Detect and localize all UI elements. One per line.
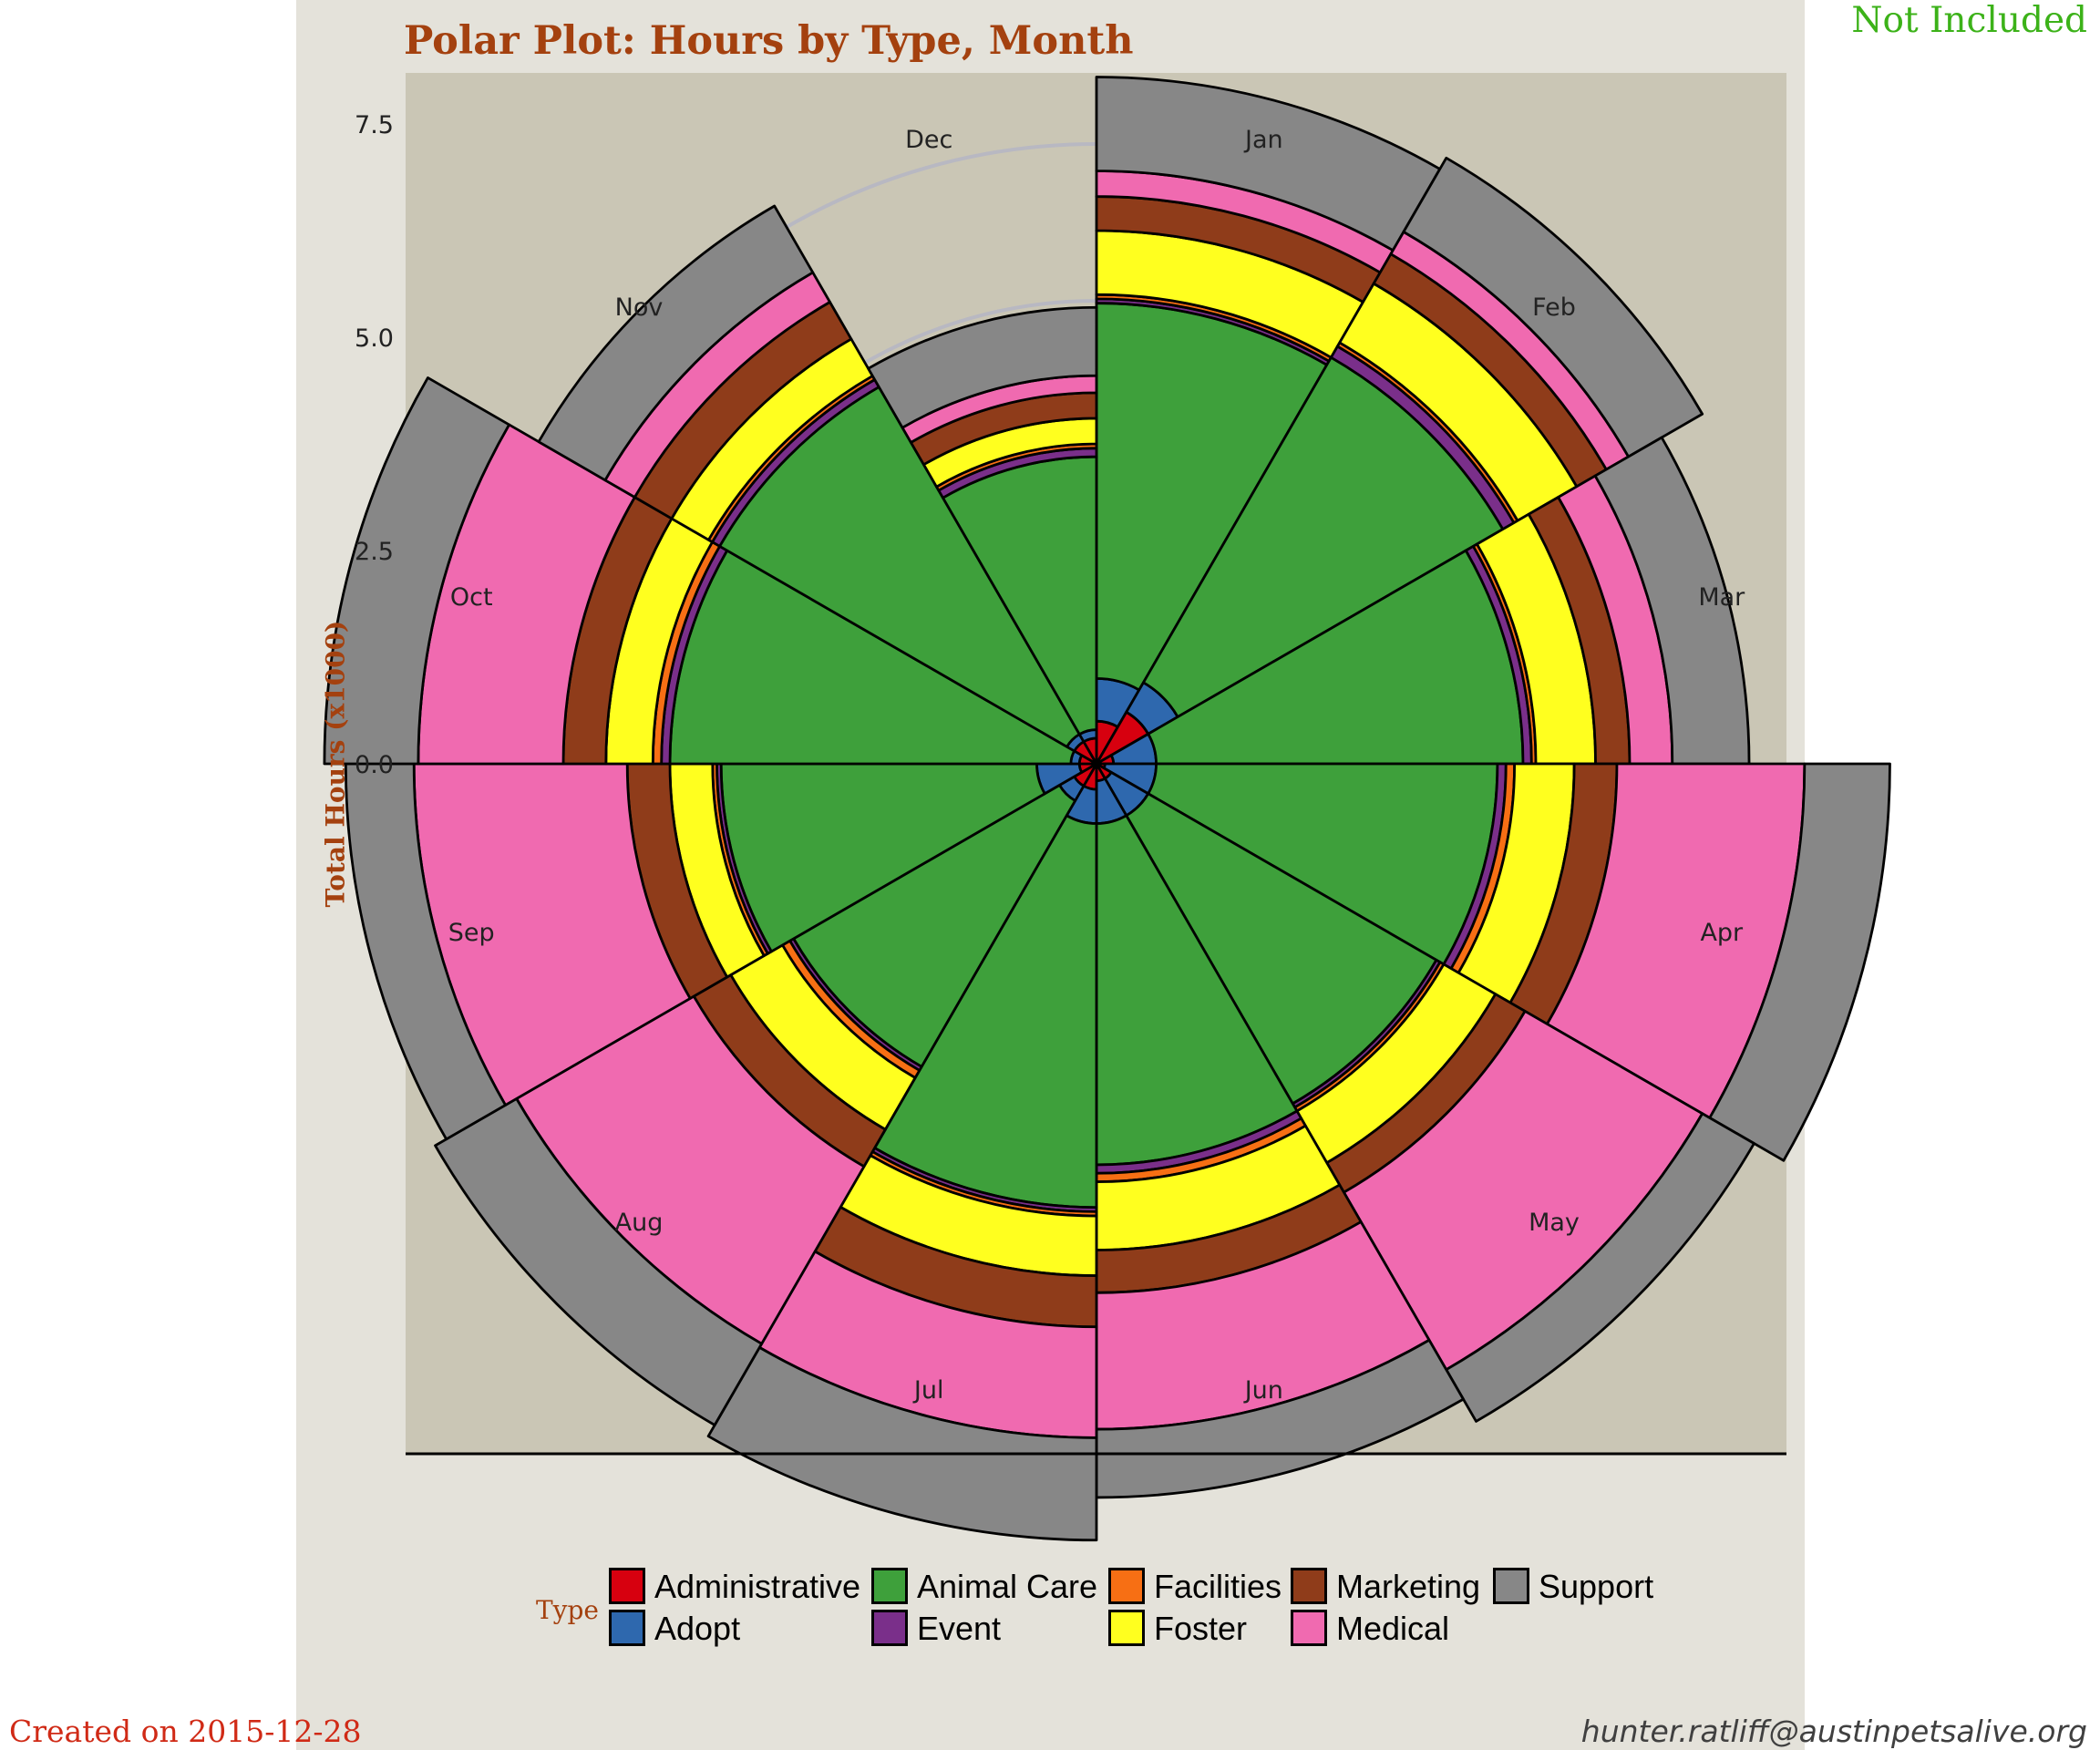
month-label: May (1529, 1209, 1580, 1237)
chart-title: Polar Plot: Hours by Type, Month (404, 18, 1134, 64)
bar-segment-feb-support (1402, 156, 1704, 458)
legend-swatch (871, 1610, 908, 1646)
bar-layer (323, 76, 1891, 1542)
created-on-text: Created on 2015-12-28 (9, 1714, 362, 1749)
month-label: Aug (615, 1209, 664, 1237)
month-label: Apr (1700, 919, 1744, 947)
legend-label: Marketing (1336, 1568, 1481, 1605)
legend-swatch (609, 1568, 645, 1604)
month-label: Dec (905, 126, 952, 154)
month-label: Mar (1698, 583, 1745, 612)
tick-layer: 0.0 2.5 5.0 7.5 Jan Feb Mar Apr May Jun Jul Aug Sep O… (355, 111, 1745, 1405)
y-tick-label: 5.0 (355, 324, 394, 353)
y-axis-label: Total Hours (x1000) (320, 620, 351, 908)
legend-label: Adopt (654, 1610, 741, 1647)
legend-swatch (871, 1568, 908, 1604)
legend-swatch (1291, 1610, 1327, 1646)
bar-segment-nov-support (537, 204, 815, 482)
month-label: Jan (1243, 126, 1283, 154)
month-label: Oct (450, 583, 493, 612)
legend-label: Facilities (1154, 1568, 1282, 1605)
month-label: Nov (615, 293, 664, 322)
legend-label: Medical (1336, 1610, 1450, 1647)
legend-swatch (1291, 1568, 1327, 1604)
legend-label: Animal Care (917, 1568, 1098, 1605)
bar-segment-dec-support (867, 305, 1098, 429)
legend-swatch (1108, 1568, 1145, 1604)
legend-label: Event (917, 1610, 1002, 1647)
y-tick-label: 2.5 (355, 538, 394, 566)
legend-swatch (609, 1610, 645, 1646)
month-label: Jun (1243, 1376, 1283, 1405)
legend-swatch (1493, 1568, 1529, 1604)
y-tick-label: 7.5 (355, 111, 394, 139)
month-label: Sep (448, 919, 495, 947)
bar-segment-oct-support (323, 376, 510, 766)
not-included-note: Not Included (1851, 0, 2087, 41)
legend-swatch (1108, 1610, 1145, 1646)
month-label: Feb (1532, 293, 1576, 322)
legend-label: Support (1539, 1568, 1654, 1605)
legend-title: Type (536, 1595, 599, 1625)
email-text: hunter.ratliff@austinpetsalive.org (1580, 1714, 2087, 1749)
month-label: Jul (912, 1376, 944, 1405)
y-tick-label: 0.0 (355, 751, 394, 779)
legend-label: Foster (1154, 1610, 1248, 1647)
legend-label: Administrative (654, 1568, 861, 1605)
